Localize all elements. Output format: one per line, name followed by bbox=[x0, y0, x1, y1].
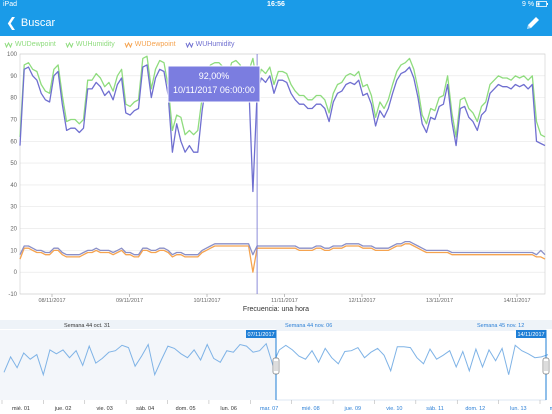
day-label: mar. 07 bbox=[260, 406, 278, 412]
selection-start-label: 07/11/2017 bbox=[247, 332, 274, 338]
y-tick-label: -10 bbox=[8, 292, 17, 298]
series-line-wuhumidity[interactable] bbox=[19, 55, 546, 138]
chevron-left-icon: ❮ bbox=[6, 15, 17, 30]
x-axis: 08/11/2017 09/11/2017 10/11/2017 11/11/2017… bbox=[38, 294, 531, 304]
selection-start-badge bbox=[246, 330, 276, 338]
x-tick-label: 09/11/2017 bbox=[116, 298, 143, 304]
day-label: mar. 14 bbox=[550, 406, 552, 412]
legend-label: WUDewpoint bbox=[134, 40, 176, 48]
wave-icon bbox=[185, 41, 194, 48]
range-handle-end[interactable] bbox=[542, 330, 550, 400]
series-line-wudewpoint[interactable] bbox=[19, 240, 546, 256]
x-tick-label: 08/11/2017 bbox=[38, 298, 65, 304]
y-tick-label: 60 bbox=[10, 139, 17, 145]
y-tick-label: 90 bbox=[10, 74, 17, 80]
plot-frame bbox=[19, 53, 546, 295]
back-button[interactable]: ❮ Buscar bbox=[6, 13, 55, 33]
navigation-bar: ❮ Buscar bbox=[0, 10, 552, 36]
day-label: mié. 01 bbox=[12, 406, 30, 412]
day-label: vie. 10 bbox=[386, 406, 402, 412]
y-tick-label: 10 bbox=[10, 248, 17, 254]
day-label: sáb. 11 bbox=[426, 406, 444, 412]
x-tick-label: 14/11/2017 bbox=[503, 298, 530, 304]
wave-icon bbox=[124, 41, 133, 48]
legend-item[interactable]: WUDewpoint bbox=[124, 41, 176, 48]
y-tick-label: 100 bbox=[7, 52, 18, 58]
series-line-wudewpoint[interactable] bbox=[19, 243, 546, 273]
range-navigator[interactable]: Semana 44 oct. 31 Semana 44 nov. 06 Semana… bbox=[0, 318, 552, 414]
tooltip: 92,00% 10/11/2017 06:00:00 bbox=[167, 54, 261, 294]
week-label: Semana 44 oct. 31 bbox=[64, 323, 110, 329]
y-tick-label: 30 bbox=[10, 205, 17, 211]
day-label: lun. 13 bbox=[510, 406, 527, 412]
status-bar: iPad 16:56 9 % bbox=[0, 0, 552, 10]
x-tick-label: 10/11/2017 bbox=[193, 298, 220, 304]
legend-item[interactable]: WUHumidity bbox=[185, 41, 235, 48]
navigator-header bbox=[0, 320, 552, 329]
y-tick-label: 40 bbox=[10, 183, 17, 189]
day-label: sáb. 04 bbox=[136, 406, 154, 412]
tooltip-date: 10/11/2017 06:00:00 bbox=[173, 85, 255, 95]
y-tick-label: 80 bbox=[10, 96, 17, 102]
day-label: jue. 09 bbox=[344, 406, 362, 412]
frequency-label: Frecuencia: una hora bbox=[243, 306, 309, 313]
legend-item[interactable]: WUDewpoint bbox=[4, 41, 56, 48]
battery-indicator: 9 % bbox=[522, 0, 548, 10]
tooltip-box bbox=[167, 65, 261, 103]
pencil-icon[interactable] bbox=[524, 14, 542, 32]
y-tick-label: 20 bbox=[10, 227, 17, 233]
day-label: vie. 03 bbox=[97, 406, 113, 412]
battery-percent: 9 % bbox=[521, 1, 535, 8]
device-label: iPad bbox=[3, 1, 18, 8]
chart-grid bbox=[19, 53, 546, 295]
day-label: jue. 02 bbox=[54, 406, 72, 412]
y-tick-label: 0 bbox=[14, 270, 18, 276]
chart-legend: WUDewpoint WUHumidity WUDewpoint WUHumidity bbox=[4, 38, 244, 50]
wave-icon bbox=[65, 41, 74, 48]
wave-icon bbox=[4, 41, 13, 48]
y-tick-label: 50 bbox=[10, 161, 17, 167]
clock: 16:56 bbox=[267, 1, 285, 8]
legend-label: WUDewpoint bbox=[15, 40, 56, 48]
series-line-wuhumidity[interactable] bbox=[19, 64, 546, 193]
unselected-region bbox=[0, 330, 276, 400]
legend-label: WUHumidity bbox=[75, 40, 115, 48]
x-tick-label: 12/11/2017 bbox=[348, 298, 375, 304]
legend-item[interactable]: WUHumidity bbox=[65, 41, 115, 48]
battery-icon bbox=[536, 1, 548, 8]
legend-label: WUHumidity bbox=[195, 40, 235, 48]
x-tick-label: 11/11/2017 bbox=[271, 298, 298, 304]
selection-end-badge bbox=[516, 330, 546, 338]
tooltip-value: 92,00% bbox=[199, 71, 230, 81]
day-label: mié. 08 bbox=[302, 406, 320, 412]
day-label: dom. 05 bbox=[176, 406, 196, 412]
y-tick-label: 70 bbox=[10, 117, 17, 123]
series-group bbox=[19, 55, 546, 273]
selection-end-label: 14/11/2017 bbox=[517, 332, 544, 338]
back-button-label: Buscar bbox=[20, 17, 56, 29]
day-label: lun. 06 bbox=[220, 406, 237, 412]
x-tick-label: 13/11/2017 bbox=[426, 298, 453, 304]
week-label: Semana 45 nov. 12 bbox=[477, 323, 524, 329]
day-label: dom. 12 bbox=[465, 406, 485, 412]
week-label: Semana 44 nov. 06 bbox=[285, 323, 332, 329]
range-handle-start[interactable] bbox=[272, 330, 280, 400]
